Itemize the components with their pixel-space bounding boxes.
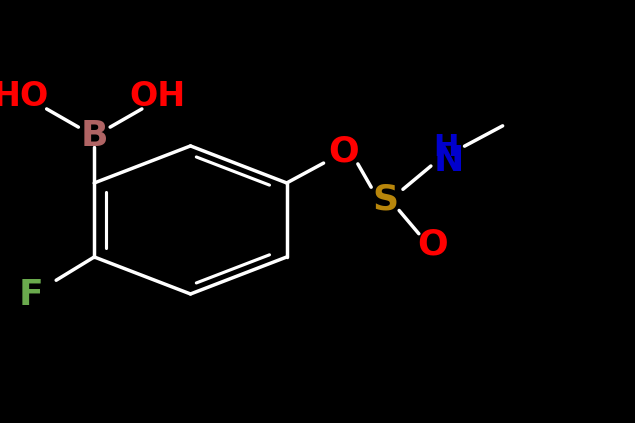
Text: O: O — [328, 134, 359, 168]
Text: HO: HO — [0, 80, 50, 113]
Text: OH: OH — [130, 80, 186, 113]
Text: F: F — [18, 278, 43, 312]
Text: H: H — [433, 133, 458, 162]
Text: O: O — [417, 227, 448, 261]
Text: B: B — [81, 119, 108, 154]
Text: S: S — [372, 183, 398, 217]
Text: N: N — [434, 143, 464, 178]
